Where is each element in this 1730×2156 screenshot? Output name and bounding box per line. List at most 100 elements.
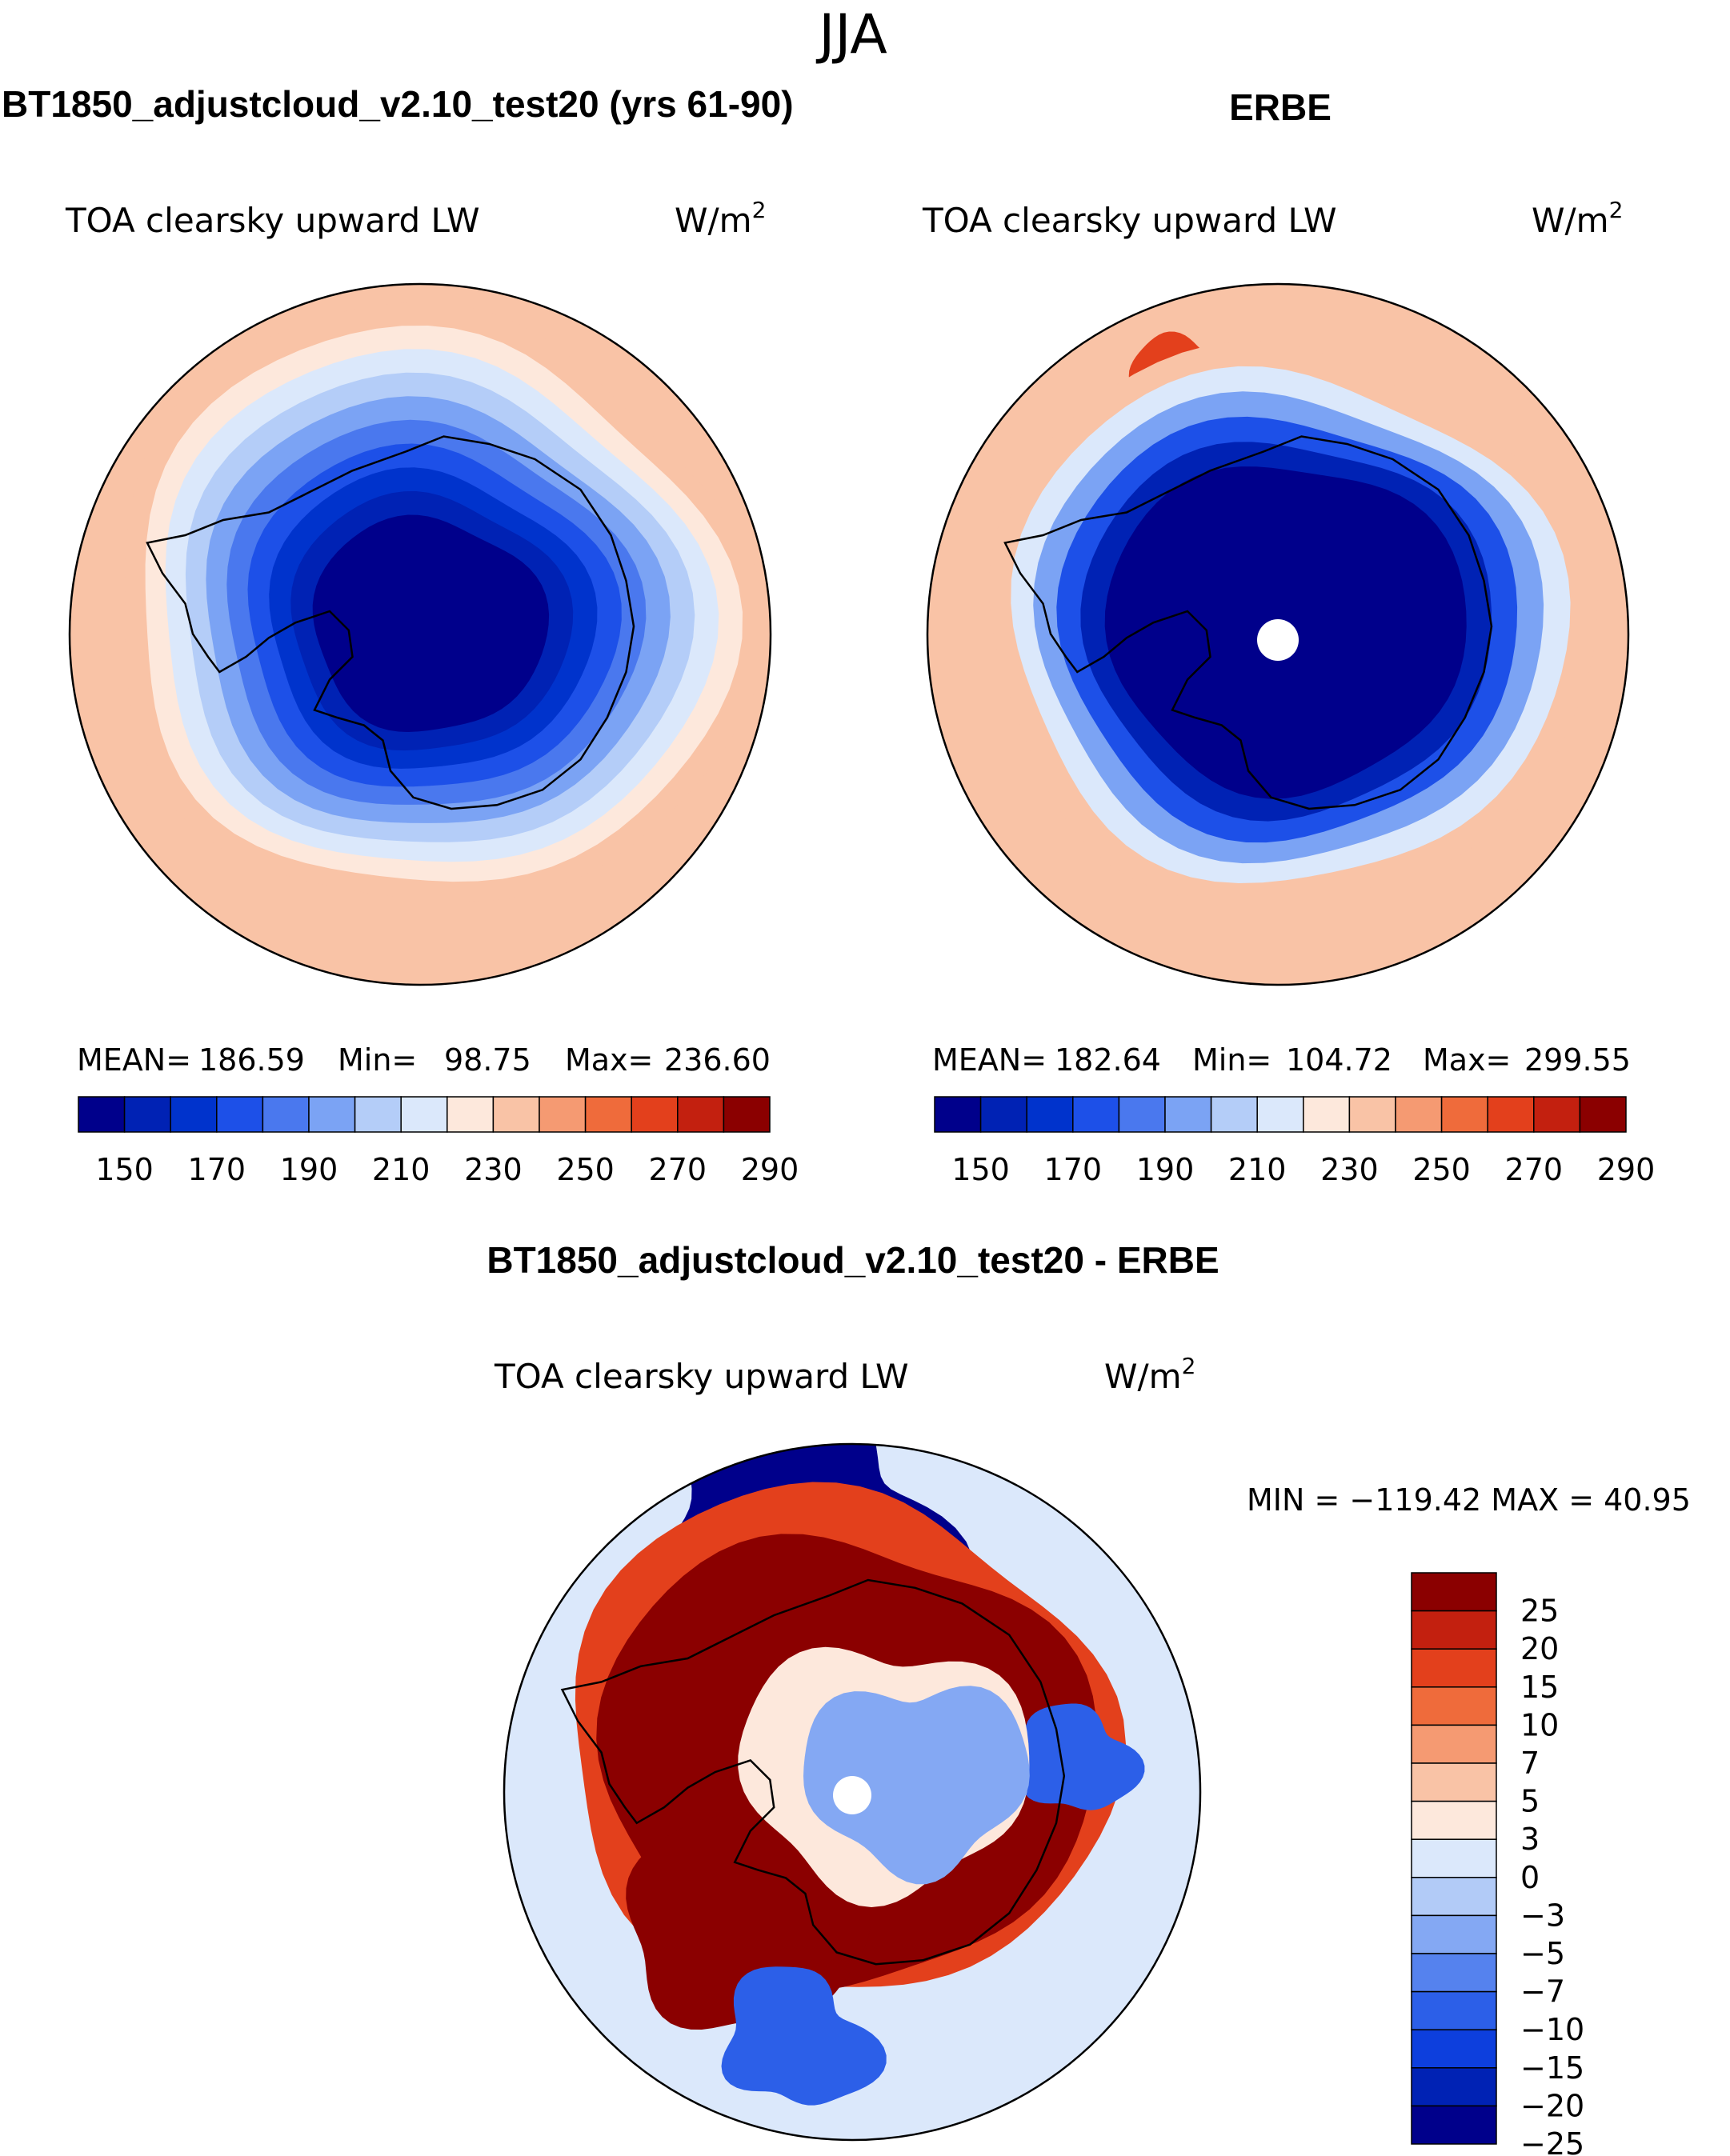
colorbar-cell (1411, 1724, 1497, 1764)
colorbar-tick-label: 10 (1520, 1707, 1559, 1742)
colorbar-cell (447, 1096, 495, 1133)
colorbar-cell (1440, 1096, 1488, 1133)
antarctica-coastline (560, 1578, 1066, 1966)
colorbar-tick-label: 210 (1228, 1152, 1287, 1187)
colorbar-cell (1303, 1096, 1351, 1133)
colorbar-cell (1411, 1800, 1497, 1840)
diff-map-frame (503, 1442, 1202, 2142)
colorbar-cell (216, 1096, 264, 1133)
colorbar-tick-label: −15 (1520, 2050, 1584, 2086)
colorbar-tick-label: 190 (1136, 1152, 1195, 1187)
diff-minmax: MIN = −119.42 MAX = 40.95 (1247, 1482, 1691, 1518)
colorbar-cell (1411, 1877, 1497, 1917)
colorbar-tick-label: −25 (1520, 2126, 1584, 2156)
contour-band (803, 1686, 1030, 1885)
colorbar-cell (1411, 1648, 1497, 1688)
colorbar-cell (1026, 1096, 1074, 1133)
colorbar-cell (584, 1096, 632, 1133)
colorbar-cell (1411, 1953, 1497, 1993)
colorbar-cell (262, 1096, 310, 1133)
colorbar-cell (1411, 1572, 1497, 1612)
colorbar-tick-label: 170 (1044, 1152, 1103, 1187)
colorbar-cell (631, 1096, 679, 1133)
colorbar-cell (78, 1096, 126, 1133)
colorbar-cell (1411, 1838, 1497, 1878)
obs-pole-hole (1257, 619, 1299, 661)
colorbar-cell (934, 1096, 982, 1133)
contour-band (312, 514, 550, 732)
colorbar-cell (1072, 1096, 1120, 1133)
model-map (68, 282, 772, 986)
antarctica-coastline (1003, 435, 1493, 810)
colorbar-cell (1411, 1762, 1497, 1802)
colorbar-tick-label: 5 (1520, 1784, 1540, 1819)
contour-band (721, 1966, 887, 2106)
colorbar-cell (1411, 2067, 1497, 2107)
colorbar-tick-label: 230 (1320, 1152, 1379, 1187)
colorbar-tick-label: 290 (741, 1152, 799, 1187)
colorbar-cell (492, 1096, 540, 1133)
colorbar-tick-label: −5 (1520, 1936, 1565, 1971)
model-map-frame (68, 282, 772, 986)
obs-panel-header: ERBE (1229, 86, 1332, 128)
colorbar-cell (1210, 1096, 1258, 1133)
obs-map (926, 282, 1630, 986)
colorbar-cell (723, 1096, 771, 1133)
obs-stats: MEAN= 182.64 Min= 104.72 Max= 299.55 (932, 1042, 1631, 1078)
obs-variable-label: TOA clearsky upward LW (922, 201, 1337, 240)
colorbar-tick-label: 7 (1520, 1746, 1540, 1781)
antarctica-coastline (146, 435, 635, 810)
colorbar-cell (979, 1096, 1027, 1133)
colorbar-cell (1411, 1914, 1497, 1954)
colorbar-cell (1348, 1096, 1396, 1133)
colorbar-tick-label: 290 (1597, 1152, 1656, 1187)
obs-units-label: W/m2 (1532, 197, 1623, 240)
colorbar-cell (1579, 1096, 1627, 1133)
colorbar-tick-label: 270 (649, 1152, 707, 1187)
colorbar-tick-label: 25 (1520, 1594, 1559, 1629)
colorbar-tick-label: 190 (280, 1152, 338, 1187)
colorbar-tick-label: 20 (1520, 1631, 1559, 1666)
colorbar-tick-label: 3 (1520, 1822, 1540, 1857)
colorbar-cell (1533, 1096, 1581, 1133)
colorbar-cell (1487, 1096, 1535, 1133)
model-stats: MEAN= 186.59 Min= 98.75 Max= 236.60 (77, 1042, 771, 1078)
obs-colorbar: 150 170 190 210 230 250 270 290 (934, 1096, 1656, 1187)
colorbar-tick-label: 0 (1520, 1860, 1540, 1895)
colorbar-tick-label: 210 (372, 1152, 430, 1187)
model-panel-header: BT1850_adjustcloud_v2.10_test20 (yrs 61-… (2, 83, 794, 125)
colorbar-cell (677, 1096, 725, 1133)
diff-pole-hole (833, 1776, 871, 1814)
colorbar-cell (308, 1096, 356, 1133)
colorbar-cell (1118, 1096, 1166, 1133)
model-units-label: W/m2 (675, 197, 766, 240)
colorbar-cell (539, 1096, 587, 1133)
colorbar-cell (1411, 1990, 1497, 2030)
diff-panel-header: BT1850_adjustcloud_v2.10_test20 - ERBE (487, 1239, 1219, 1281)
colorbar-tick-label: −10 (1520, 2012, 1584, 2047)
diff-variable-label: TOA clearsky upward LW (494, 1357, 909, 1396)
colorbar-cell (354, 1096, 402, 1133)
colorbar-cell (123, 1096, 171, 1133)
colorbar-cell (170, 1096, 218, 1133)
model-colorbar: 150 170 190 210 230 250 270 290 (78, 1096, 799, 1187)
colorbar-cell (1411, 1686, 1497, 1726)
colorbar-tick-label: −7 (1520, 1974, 1565, 2010)
obs-map-frame (926, 282, 1630, 986)
colorbar-tick-label: 270 (1505, 1152, 1564, 1187)
model-variable-label: TOA clearsky upward LW (65, 201, 480, 240)
colorbar-cell (1164, 1096, 1212, 1133)
colorbar-tick-label: 15 (1520, 1670, 1559, 1705)
diff-units-label: W/m2 (1104, 1353, 1195, 1396)
colorbar-tick-label: −20 (1520, 2088, 1584, 2123)
contour-band (1021, 1703, 1145, 1810)
season-title: JJA (815, 3, 887, 66)
colorbar-cell (1411, 2105, 1497, 2145)
colorbar-tick-label: 150 (951, 1152, 1010, 1187)
colorbar-cell (1256, 1096, 1304, 1133)
diff-map (503, 1442, 1202, 2142)
colorbar-tick-label: 170 (188, 1152, 246, 1187)
colorbar-cell (1411, 2029, 1497, 2069)
